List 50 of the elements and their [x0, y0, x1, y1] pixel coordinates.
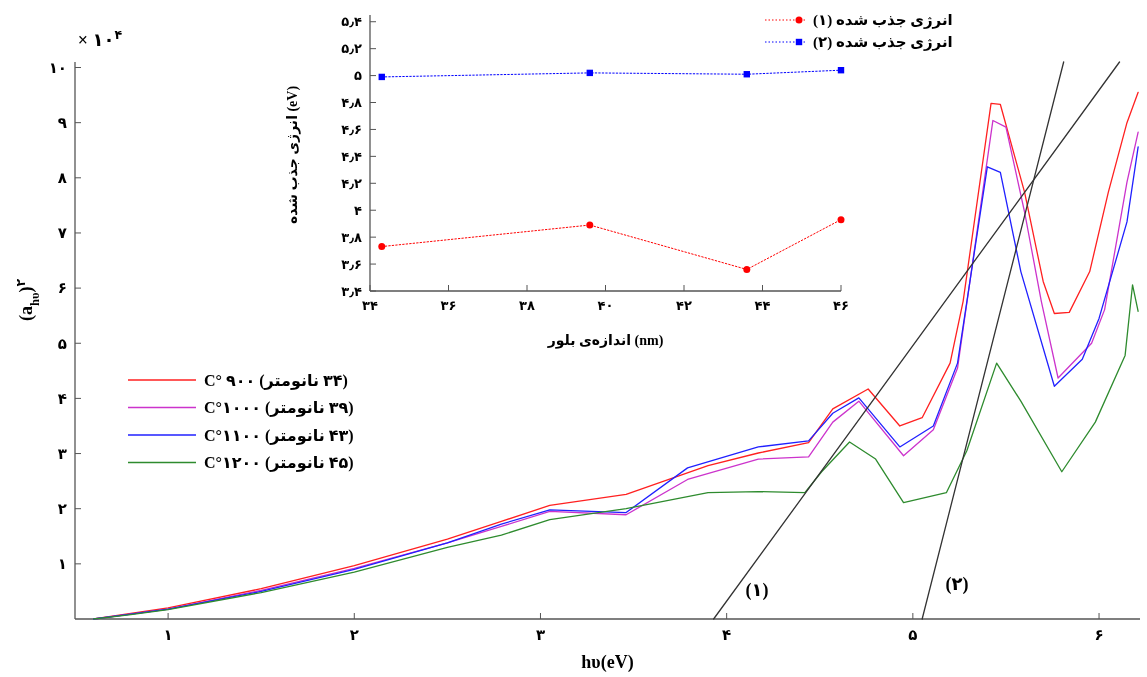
- annotation: (۱): [745, 580, 769, 601]
- y-tick-label: ۳٫۶: [341, 256, 362, 272]
- x-tick-label: ۳۸: [519, 298, 535, 313]
- point: [378, 243, 386, 251]
- y-axis-title: انرژی جذب شده (eV): [285, 85, 301, 225]
- y-tick-label: ۵: [354, 68, 363, 84]
- x-tick-label: ۱: [163, 627, 173, 643]
- y-tick-label: ۴٫۸: [341, 95, 363, 111]
- annotation: (۲): [945, 574, 969, 595]
- x-tick-label: ۵: [908, 627, 918, 643]
- y-tick-label: ۴: [57, 390, 67, 407]
- point: [586, 221, 594, 229]
- y-tick-label: ۲: [57, 500, 67, 517]
- x-tick-label: ۶: [1094, 627, 1104, 643]
- y-tick-label: ۳: [57, 445, 67, 462]
- legend-label: (۳۹ نانومتر) ۱۰۰۰°C: [204, 399, 354, 418]
- legend-label: (۳۴ نانومتر) ۹۰۰ °C: [204, 371, 348, 390]
- legend-label: انرژی جذب شده (۱): [813, 12, 953, 30]
- y-tick-label: ۸: [57, 170, 67, 187]
- y-tick-label: ۳٫۴: [341, 283, 363, 299]
- legend-label: (۴۵ نانومتر) ۱۲۰۰°C: [204, 454, 354, 473]
- legend-label: انرژی جذب شده (۲): [813, 34, 953, 52]
- y-tick-label: ۵٫۲: [341, 41, 363, 57]
- x-tick-label: ۴۰: [597, 298, 614, 313]
- y-tick-label: ۳٫۸: [341, 229, 363, 245]
- legend-label: (۴۳ نانومتر) ۱۱۰۰°C: [204, 426, 354, 445]
- x-tick-label: ۴: [722, 627, 732, 643]
- y-tick-label: ۴٫۴: [341, 148, 363, 164]
- y-tick-label: ۴٫۶: [341, 121, 362, 137]
- x-tick-label: ۳: [535, 627, 546, 643]
- y-tick-label: ۶: [57, 280, 67, 297]
- y-tick-label: ۷: [57, 225, 67, 242]
- y-tick-label: ۵: [57, 335, 67, 352]
- point: [837, 216, 845, 224]
- y-tick-label: ۴: [354, 202, 363, 218]
- x-axis-title: hυ(eV): [581, 652, 634, 673]
- x-tick-label: ۴۴: [754, 298, 771, 313]
- x-tick-label: ۳۶: [440, 298, 457, 313]
- line-series: [92, 284, 1139, 620]
- x-tick-label: ۳۴: [362, 298, 378, 313]
- y-tick-label: ۴٫۲: [341, 175, 363, 191]
- y-tick-label: ۵٫۴: [341, 14, 363, 30]
- y-tick-label: ۱: [57, 556, 67, 573]
- y-tick-label: ۱۰: [48, 59, 67, 76]
- x-axis-title: اندازه‌ی بلور (nm): [546, 333, 664, 349]
- x-tick-label: ۴۶: [833, 298, 849, 313]
- text: × ۱۰$^{۴}$: [77, 28, 123, 50]
- x-tick-label: ۴۲: [676, 298, 692, 313]
- y-tick-label: ۹: [57, 114, 67, 131]
- point: [743, 265, 751, 273]
